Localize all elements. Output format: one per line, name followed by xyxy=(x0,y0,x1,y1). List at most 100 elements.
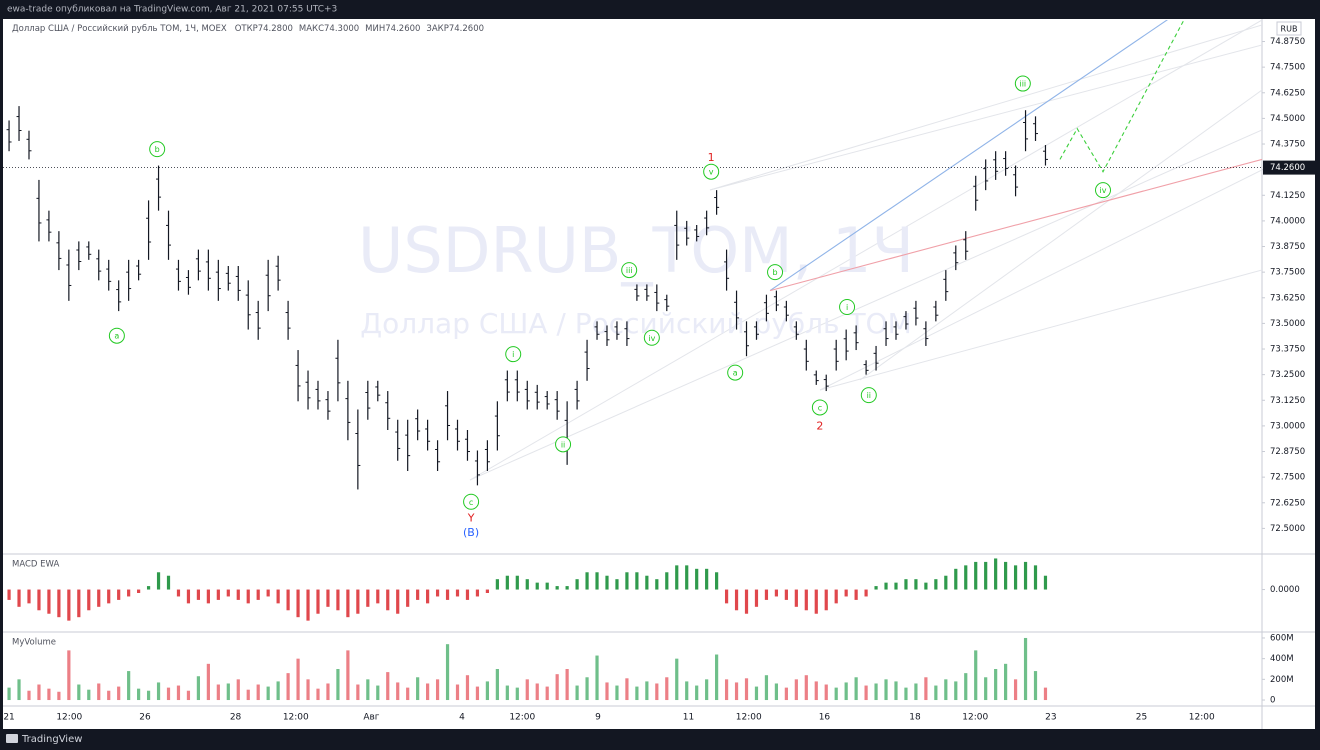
y-tick-label: 73.0000 xyxy=(1270,421,1305,431)
histogram-bar xyxy=(166,687,171,701)
symbol-legend: Доллар США / Российский рубль TOM, 1Ч, M… xyxy=(12,24,484,34)
histogram-bar xyxy=(834,589,838,604)
histogram-bar xyxy=(196,589,201,600)
histogram-bar xyxy=(256,589,260,600)
x-tick-label: 12:00 xyxy=(736,713,762,723)
x-tick-label: 4 xyxy=(459,713,465,723)
y-tick-label: 72.8750 xyxy=(1270,447,1305,457)
histogram-bar xyxy=(435,589,440,597)
histogram-bar xyxy=(326,589,330,607)
y-tick-label: 74.6250 xyxy=(1270,88,1305,98)
x-tick-label: Авг xyxy=(363,713,379,723)
histogram-bar xyxy=(47,688,51,701)
histogram-bar xyxy=(565,669,569,701)
histogram-bar xyxy=(1013,679,1018,701)
histogram-bar xyxy=(196,676,201,701)
histogram-bar xyxy=(864,685,868,701)
histogram-bar xyxy=(386,672,390,701)
y-tick-label: 0 xyxy=(1270,696,1275,706)
wave-label: ii xyxy=(867,391,871,400)
histogram-bar xyxy=(595,655,599,701)
histogram-bar xyxy=(137,589,141,593)
histogram-bar xyxy=(266,589,270,597)
histogram-bar xyxy=(914,579,918,590)
histogram-bar xyxy=(635,686,639,701)
histogram-bar xyxy=(824,589,828,611)
histogram-bar xyxy=(874,683,878,701)
x-tick-label: 25 xyxy=(1136,713,1147,723)
histogram-bar xyxy=(87,589,91,611)
histogram-bar xyxy=(894,681,898,701)
histogram-bar xyxy=(814,681,818,701)
histogram-bar xyxy=(625,678,629,701)
histogram-bar xyxy=(625,572,629,590)
y-tick-label: 73.2500 xyxy=(1270,370,1305,380)
histogram-bar xyxy=(715,654,719,701)
histogram-bar xyxy=(675,565,679,590)
histogram-bar xyxy=(27,690,31,701)
histogram-bar xyxy=(884,679,888,701)
histogram-bar xyxy=(505,575,509,590)
histogram-bar xyxy=(146,586,151,590)
y-tick-label: 73.5000 xyxy=(1270,319,1305,329)
histogram-bar xyxy=(97,589,101,607)
histogram-bar xyxy=(655,579,659,590)
histogram-bar xyxy=(605,575,609,590)
histogram-bar xyxy=(824,684,828,701)
histogram-bar xyxy=(944,679,948,701)
histogram-bar xyxy=(246,589,250,604)
histogram-bar xyxy=(655,683,659,701)
wave-label: i xyxy=(512,350,514,359)
histogram-bar xyxy=(286,673,290,701)
wave-marker xyxy=(767,264,784,281)
x-tick-label: 16 xyxy=(819,713,831,723)
histogram-bar xyxy=(575,685,579,701)
histogram-bar xyxy=(156,682,161,701)
histogram-bar xyxy=(1023,561,1028,590)
histogram-bar xyxy=(734,589,739,611)
histogram-bar xyxy=(57,691,61,701)
x-tick-label: 28 xyxy=(230,713,242,723)
histogram-bar xyxy=(904,579,908,590)
y-tick-label: 600M xyxy=(1270,633,1294,643)
histogram-bar xyxy=(396,682,400,701)
histogram-bar xyxy=(565,586,569,590)
histogram-bar xyxy=(17,679,21,701)
histogram-bar xyxy=(774,589,779,597)
histogram-bar xyxy=(605,682,609,701)
histogram-bar xyxy=(276,589,280,604)
y-tick-label: 72.7500 xyxy=(1270,473,1305,483)
histogram-bar xyxy=(645,575,649,590)
histogram-bar xyxy=(1033,565,1038,590)
histogram-bar xyxy=(555,586,559,590)
drawings xyxy=(769,20,1262,292)
y-tick-label: 74.0000 xyxy=(1270,216,1305,226)
histogram-bar xyxy=(874,586,878,590)
histogram-bar xyxy=(794,679,798,701)
y-tick-label: 400M xyxy=(1270,654,1294,664)
histogram-bar xyxy=(1033,671,1038,701)
histogram-bar xyxy=(475,589,480,597)
trend-line xyxy=(769,158,1262,292)
ohlc-name: ЗАКР xyxy=(426,24,448,34)
histogram-bar xyxy=(226,589,230,597)
histogram-bar xyxy=(784,687,788,701)
y-tick-label: 74.1250 xyxy=(1270,191,1305,201)
histogram-bar xyxy=(545,686,549,701)
histogram-bar xyxy=(77,589,81,618)
histogram-bar xyxy=(974,650,978,701)
histogram-bar xyxy=(276,681,280,701)
wave-label: iii xyxy=(626,266,633,275)
y-tick-label: 74.3750 xyxy=(1270,140,1305,150)
histogram-bar xyxy=(465,589,470,600)
histogram-bar xyxy=(366,589,370,607)
brand-logo xyxy=(6,734,18,743)
y-tick-label: 73.6250 xyxy=(1270,293,1305,303)
histogram-bar xyxy=(615,579,619,590)
histogram-bar xyxy=(216,684,220,701)
y-tick-label: 74.8750 xyxy=(1270,37,1305,47)
trend-line xyxy=(769,20,1169,292)
wave-label: (B) xyxy=(463,526,479,539)
currency-box xyxy=(1276,21,1302,36)
